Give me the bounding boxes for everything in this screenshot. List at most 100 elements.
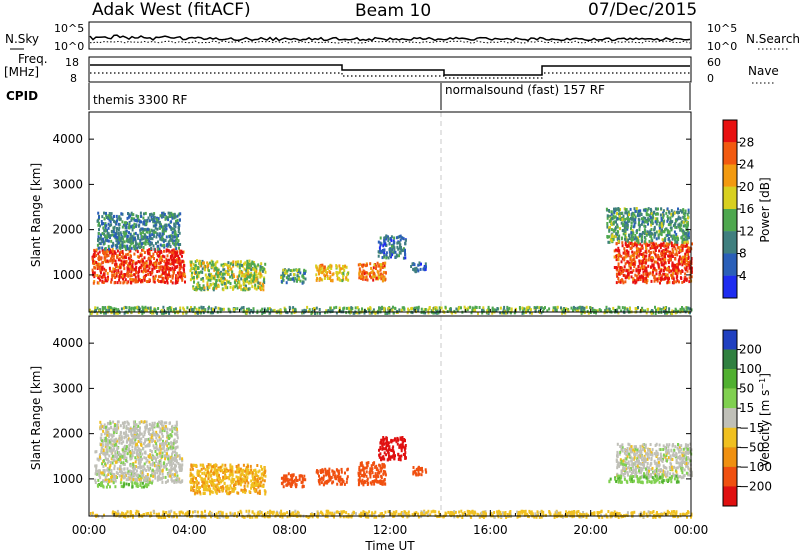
echo-cell — [123, 267, 126, 271]
echo-cell — [655, 308, 657, 312]
echo-cell — [129, 451, 132, 455]
echo-cell — [191, 271, 193, 275]
echo-cell — [214, 306, 217, 310]
echo-cell — [104, 259, 107, 263]
echo-cell — [666, 215, 669, 218]
echo-cell — [658, 249, 661, 253]
echo-cell — [338, 264, 341, 268]
echo-cell — [685, 225, 688, 229]
echo-cell — [380, 277, 383, 281]
echo-cell — [651, 309, 654, 313]
echo-cell — [657, 257, 660, 261]
echo-cell — [100, 446, 103, 450]
echo-cell — [106, 259, 109, 263]
echo-cell — [136, 474, 139, 478]
echo-cell — [364, 264, 367, 268]
echo-cell — [138, 457, 141, 461]
echo-cell — [598, 308, 601, 312]
echo-cell — [96, 469, 99, 473]
echo-cell — [428, 306, 431, 309]
echo-cell — [259, 272, 262, 276]
echo-cell — [103, 473, 106, 477]
echo-cell — [610, 212, 613, 216]
echo-cell — [140, 245, 143, 249]
echo-cell — [620, 271, 623, 275]
echo-cell — [99, 237, 102, 241]
echo-cell — [102, 452, 105, 455]
echo-cell — [116, 245, 118, 249]
echo-cell — [348, 307, 351, 311]
echo-cell — [149, 306, 152, 310]
echo-cell — [186, 306, 189, 310]
echo-cell — [163, 461, 166, 465]
echo-cell — [620, 309, 623, 313]
echo-cell — [156, 439, 159, 443]
echo-cell — [680, 257, 683, 261]
echo-cell — [651, 273, 654, 277]
echo-cell — [152, 244, 155, 248]
echo-cell — [424, 267, 427, 271]
echo-cell — [323, 273, 326, 277]
echo-cell — [369, 262, 372, 266]
echo-cell — [191, 276, 194, 280]
echo-cell — [173, 242, 176, 246]
echo-cell — [159, 469, 162, 473]
echo-cell — [168, 239, 171, 243]
echo-cell — [111, 273, 114, 277]
echo-cell — [381, 266, 384, 269]
echo-cell — [510, 309, 513, 313]
echo-cell — [117, 265, 120, 269]
echo-cell — [142, 473, 145, 477]
echo-cell — [296, 269, 299, 273]
echo-cell — [110, 216, 113, 220]
echo-cell — [384, 271, 387, 275]
echo-cell — [242, 306, 245, 309]
echo-cell — [136, 453, 139, 457]
echo-cell — [175, 464, 177, 468]
echo-cell — [663, 219, 666, 223]
echo-cell — [669, 254, 672, 258]
echo-cell — [97, 478, 100, 482]
echo-cell — [98, 274, 101, 278]
echo-cell — [107, 431, 110, 435]
echo-cell — [176, 474, 179, 478]
echo-cell — [595, 311, 597, 315]
echo-cell — [676, 266, 679, 270]
echo-cell — [149, 309, 152, 312]
echo-cell — [170, 447, 173, 451]
echo-cell — [118, 238, 121, 242]
echo-cell — [175, 423, 178, 427]
echo-cell — [163, 224, 166, 228]
echo-cell — [135, 451, 138, 455]
echo-cell — [306, 305, 309, 309]
echo-cell — [106, 228, 108, 232]
echo-cell — [95, 472, 98, 476]
echo-cell — [166, 281, 169, 285]
echo-cell — [110, 223, 113, 227]
echo-cell — [444, 305, 447, 309]
echo-cell — [661, 224, 663, 228]
echo-cell — [145, 273, 147, 277]
echo-cell — [168, 273, 171, 277]
echo-cell — [642, 208, 645, 212]
echo-cell — [385, 234, 388, 238]
echo-cell — [623, 249, 626, 253]
echo-cell — [623, 224, 626, 227]
echo-cell — [404, 250, 406, 254]
echo-cell — [319, 311, 321, 315]
echo-cell — [222, 307, 225, 311]
echo-cell — [166, 452, 168, 456]
echo-cell — [668, 269, 671, 273]
echo-cell — [397, 241, 400, 245]
echo-cell — [171, 467, 174, 471]
echo-cell — [244, 278, 247, 281]
echo-cell — [131, 452, 134, 456]
echo-cell — [140, 253, 143, 257]
echo-cell — [204, 273, 207, 277]
echo-cell — [630, 224, 633, 228]
echo-cell — [365, 275, 368, 279]
echo-cell — [635, 243, 638, 247]
echo-cell — [183, 264, 186, 268]
echo-cell — [649, 215, 652, 219]
echo-cell — [371, 275, 374, 279]
